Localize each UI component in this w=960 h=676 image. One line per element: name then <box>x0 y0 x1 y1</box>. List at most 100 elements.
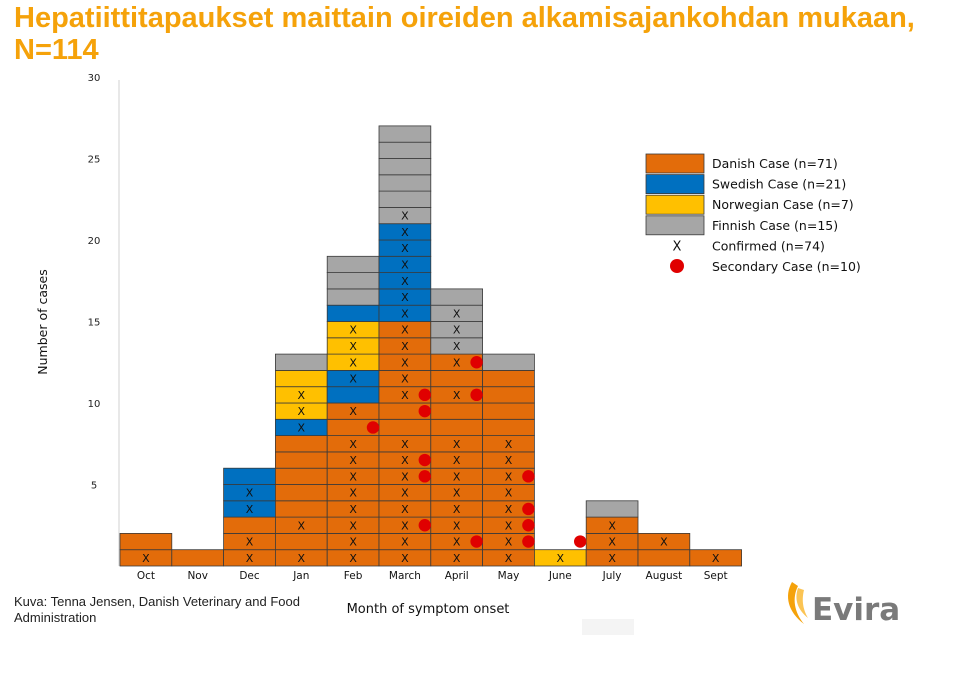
x-tick-label: Sept <box>704 570 728 582</box>
confirmed-mark: X <box>505 552 513 565</box>
confirmed-mark: X <box>505 487 513 500</box>
case-cell <box>274 353 328 371</box>
secondary-case-dot <box>522 470 535 483</box>
case-cell <box>637 549 691 567</box>
case-cell <box>430 288 483 306</box>
y-tick-label: 5 <box>91 481 97 492</box>
secondary-case-dot <box>418 519 431 532</box>
confirmed-mark: X <box>246 552 254 565</box>
confirmed-mark: X <box>557 552 565 565</box>
y-tick-label: 20 <box>88 236 101 247</box>
confirmed-mark: X <box>349 470 357 483</box>
confirmed-mark: X <box>401 373 409 386</box>
confirmed-mark: X <box>401 503 409 516</box>
confirmed-mark: X <box>401 210 409 223</box>
confirmed-mark: X <box>505 438 513 451</box>
confirmed-mark: X <box>401 438 409 451</box>
confirmed-mark: X <box>401 324 409 337</box>
case-cell <box>326 386 380 404</box>
legend-label: Confirmed (n=74) <box>712 238 825 253</box>
legend-label: Danish Case (n=71) <box>712 156 838 171</box>
confirmed-mark: X <box>453 503 461 516</box>
x-tick-label: July <box>602 570 622 582</box>
secondary-case-dot <box>574 535 587 548</box>
evira-logo: Evira <box>788 582 900 628</box>
case-cell <box>378 125 432 143</box>
confirmed-mark: X <box>505 454 513 467</box>
evira-swoosh-icon <box>788 582 804 624</box>
confirmed-mark: X <box>401 454 409 467</box>
case-cell <box>378 174 432 192</box>
confirmed-mark: X <box>298 421 306 434</box>
confirmed-mark: X <box>505 536 513 549</box>
confirmed-mark: X <box>608 552 616 565</box>
legend-secondary-dot <box>670 259 684 273</box>
evira-logo-text: Evira <box>812 592 900 628</box>
confirmed-mark: X <box>349 454 357 467</box>
stacked-case-cells: X XXXXXXXXXXXXXXXXXXXXXXXXXXXXXXXXXXXXXXX… <box>119 125 742 567</box>
confirmed-mark: X <box>246 536 254 549</box>
legend-label: Finnish Case (n=15) <box>712 218 838 233</box>
case-cell <box>378 418 432 436</box>
x-tick-label: Oct <box>137 570 155 582</box>
case-cell <box>430 402 483 420</box>
secondary-case-dot <box>522 535 535 548</box>
confirmed-mark: X <box>401 242 409 255</box>
case-cell <box>171 549 225 567</box>
confirmed-mark: X <box>505 519 513 532</box>
case-cell <box>326 304 380 322</box>
confirmed-mark: X <box>453 470 461 483</box>
case-cell <box>378 141 432 159</box>
confirmed-mark: X <box>349 438 357 451</box>
y-axis-label: Number of cases <box>35 269 50 374</box>
legend-swatch <box>645 174 705 195</box>
confirmed-mark: X <box>453 552 461 565</box>
case-cell <box>482 418 535 436</box>
y-tick-label: 10 <box>88 399 101 410</box>
confirmed-mark: X <box>401 552 409 565</box>
confirmed-mark: X <box>660 536 668 549</box>
confirmed-mark: X <box>453 454 461 467</box>
x-tick-label: Dec <box>239 570 260 582</box>
secondary-case-dot <box>418 453 431 467</box>
x-tick-label: August <box>646 570 683 582</box>
confirmed-mark: X <box>349 356 357 369</box>
y-tick-label: 25 <box>88 155 101 166</box>
case-cell <box>689 549 742 567</box>
confirmed-mark: X <box>401 307 409 320</box>
x-tick-label: March <box>389 570 421 582</box>
case-cell <box>378 158 432 176</box>
legend-swatch <box>645 215 705 236</box>
legend-label: Norwegian Case (n=7) <box>712 197 854 212</box>
x-tick-label: June <box>548 570 572 582</box>
confirmed-mark: X <box>712 552 720 565</box>
case-cell <box>223 467 276 485</box>
secondary-case-dot <box>366 421 380 434</box>
confirmed-mark: X <box>246 503 254 516</box>
case-cell <box>326 255 380 273</box>
case-cell <box>585 500 639 518</box>
case-cell <box>274 451 328 469</box>
confirmed-mark: X <box>349 340 357 353</box>
confirmed-mark: X <box>298 405 306 418</box>
case-cell <box>274 435 328 453</box>
confirmed-mark: X <box>401 291 409 304</box>
y-tick-labels: 5 10 15 20 25 30 <box>88 73 101 492</box>
confirmed-mark: X <box>401 226 409 239</box>
source-note: Kuva: Tenna Jensen, Danish Veterinary an… <box>14 594 300 625</box>
case-cell <box>119 533 173 551</box>
confirmed-mark: X <box>401 389 409 402</box>
case-cell <box>482 402 535 420</box>
y-tick-label: 30 <box>88 73 101 84</box>
confirmed-mark: X <box>349 536 357 549</box>
confirmed-mark: X <box>608 536 616 549</box>
confirmed-mark: X <box>349 487 357 500</box>
case-cell <box>223 516 276 534</box>
x-axis-label: Month of symptom onset <box>347 602 510 617</box>
legend-confirmed-mark: X <box>673 239 682 254</box>
secondary-case-dot <box>522 519 535 532</box>
confirmed-mark: X <box>453 389 461 402</box>
case-cell <box>430 418 483 436</box>
legend-label: Secondary Case (n=10) <box>712 259 861 274</box>
